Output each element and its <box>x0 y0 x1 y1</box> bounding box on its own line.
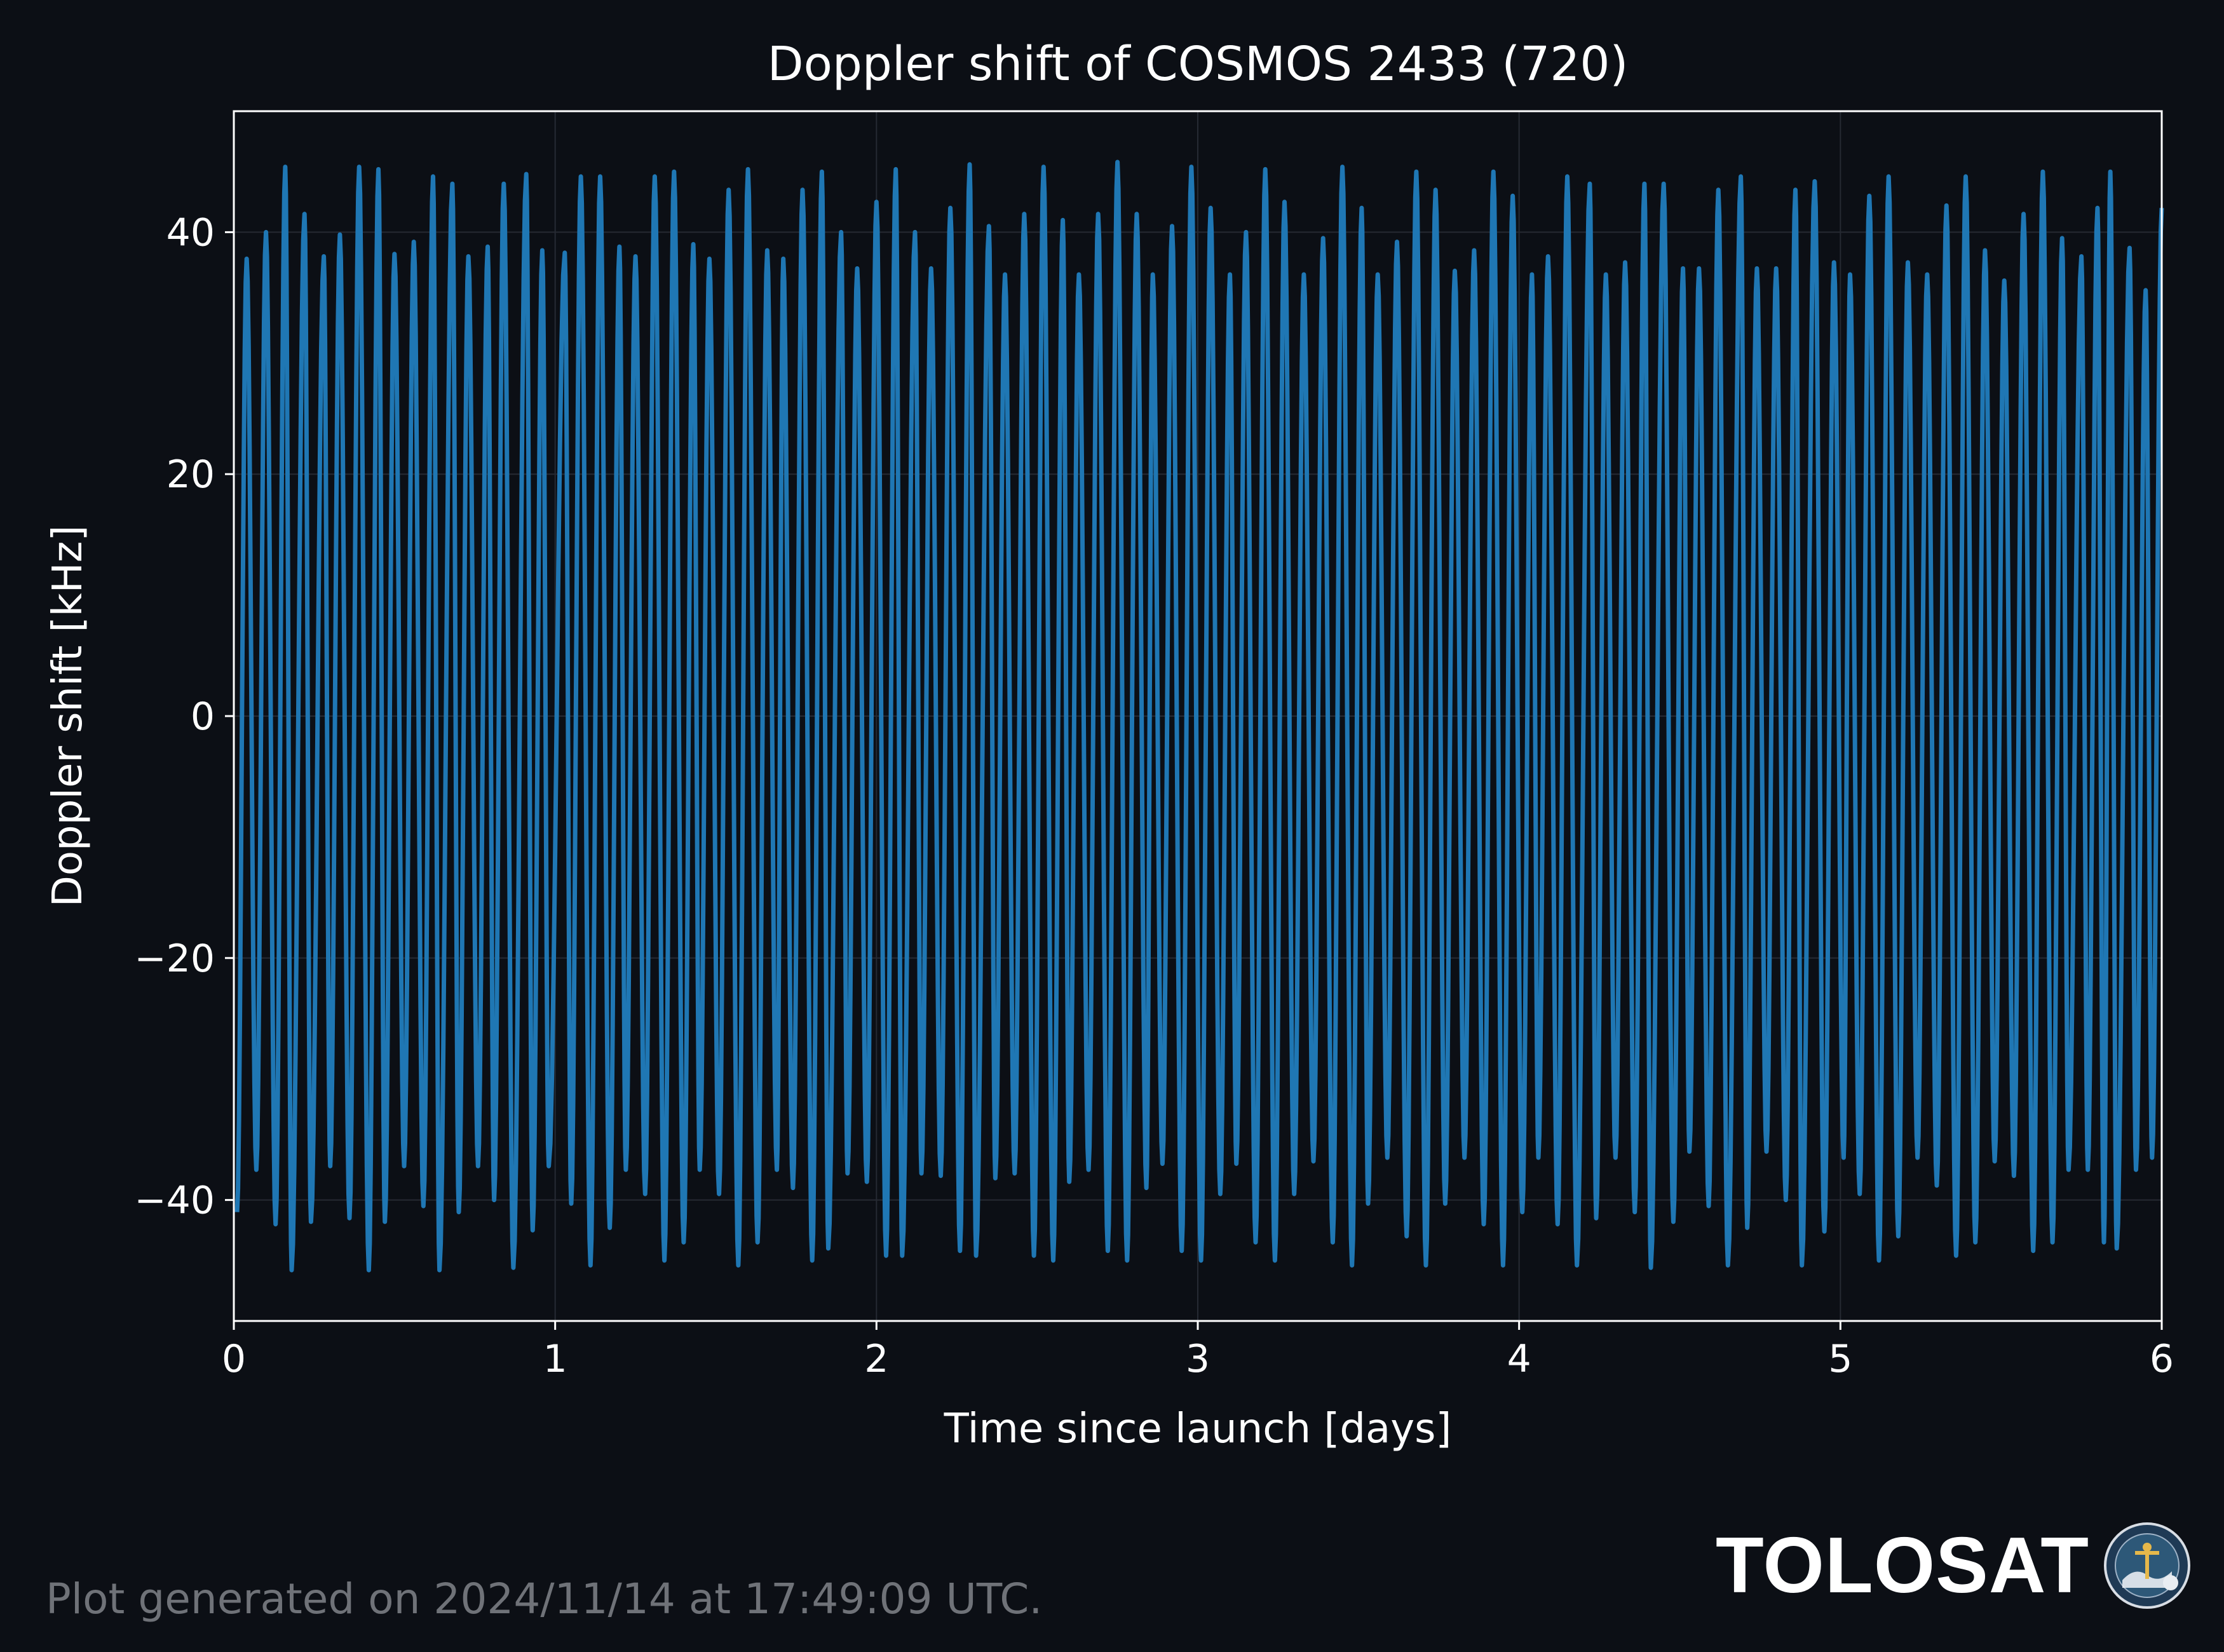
y-tick-label-4: 40 <box>166 210 215 255</box>
y-axis-label: Doppler shift [kHz] <box>44 525 92 907</box>
chart-title: Doppler shift of COSMOS 2433 (720) <box>768 37 1629 91</box>
brand-name: TOLOSAT <box>1716 1522 2089 1609</box>
y-tick-label-0: −40 <box>134 1179 215 1223</box>
x-tick-label-2: 2 <box>864 1337 888 1381</box>
y-tick-label-3: 20 <box>166 452 215 497</box>
x-axis-ticks: 0 1 2 3 4 5 6 <box>222 1321 2174 1381</box>
y-axis-ticks: −40 −20 0 20 40 <box>134 210 234 1223</box>
x-tick-label-4: 4 <box>1507 1337 1531 1381</box>
tolosat-logo-icon <box>2103 1522 2190 1609</box>
x-tick-label-1: 1 <box>543 1337 567 1381</box>
series-line-0 <box>234 159 2164 1273</box>
x-tick-label-5: 5 <box>1828 1337 1852 1381</box>
brand-block: TOLOSAT <box>1716 1522 2191 1609</box>
x-tick-label-3: 3 <box>1186 1337 1210 1381</box>
x-tick-label-0: 0 <box>222 1337 246 1381</box>
y-tick-label-1: −20 <box>134 937 215 981</box>
x-tick-label-6: 6 <box>2150 1337 2174 1381</box>
series-group <box>234 159 2164 1273</box>
generated-timestamp: Plot generated on 2024/11/14 at 17:49:09… <box>46 1574 1043 1623</box>
y-tick-label-2: 0 <box>191 694 215 739</box>
x-axis-label: Time since launch [days] <box>944 1405 1452 1452</box>
